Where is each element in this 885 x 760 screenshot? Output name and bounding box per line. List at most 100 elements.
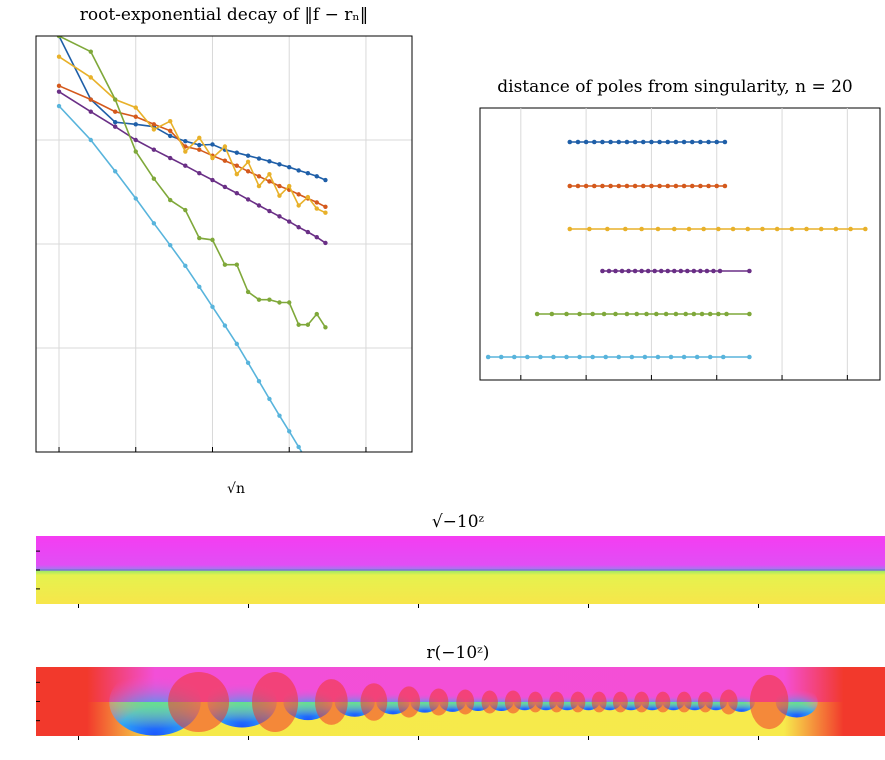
poles-point-newman: [619, 268, 625, 274]
poles-grid: [520, 108, 848, 380]
poles-point-newman: [645, 268, 651, 274]
decay-point-newman: [277, 214, 282, 219]
poles-point-aaa: [663, 311, 669, 317]
decay-point-trapezoidal: [197, 135, 202, 141]
decay-point-newman: [323, 240, 328, 246]
poles-point-stenger: [640, 139, 646, 145]
poles-point-trapezoidal: [686, 226, 692, 232]
decay-line-minimax: [58, 105, 303, 452]
poles-point-trapezoidal: [671, 226, 677, 232]
decay-point-stenger: [197, 142, 202, 148]
decay-point-newman: [56, 89, 62, 94]
poles-point-aaa: [534, 311, 540, 317]
rational-zero-band: [252, 672, 299, 732]
decay-point-trapezoidal: [296, 203, 301, 208]
decay-point-aaa: [88, 49, 93, 54]
poles-point-aaa: [577, 311, 582, 317]
poles-chart: distance of poles from singularity, n = …: [479, 77, 881, 381]
poles-point-newman: [678, 268, 684, 274]
poles-point-minimax: [668, 354, 674, 360]
decay-point-aaa: [256, 297, 262, 302]
poles-point-stenger: [583, 139, 589, 145]
poles-point-aaa: [613, 311, 618, 317]
decay-point-trapezoidal: [151, 127, 157, 132]
decay-point-aaa: [112, 97, 118, 102]
decay-point-trapezoidal: [267, 171, 272, 177]
poles-point-stenger: [608, 139, 613, 145]
decay-point-aaa: [168, 197, 173, 203]
decay-point-newman: [287, 219, 292, 224]
poles-chart-title: distance of poles from singularity, n = …: [497, 77, 853, 97]
decay-point-trapezoidal: [245, 159, 251, 165]
decay-point-least-sq: [314, 200, 319, 205]
decay-point-stenger: [245, 153, 251, 158]
decay-point-trapezoidal: [183, 149, 188, 154]
poles-point-newman: [698, 268, 703, 274]
decay-point-trapezoidal: [323, 210, 328, 215]
poles-point-aaa: [716, 311, 721, 317]
decay-point-newman: [314, 235, 319, 240]
rational-zero-band: [697, 691, 713, 713]
poles-point-trapezoidal: [639, 226, 644, 232]
poles-point-newman: [639, 268, 644, 274]
poles-point-least-sq: [616, 183, 622, 189]
poles-point-trapezoidal: [774, 226, 780, 232]
decay-point-newman: [133, 137, 138, 143]
poles-point-newman: [652, 268, 657, 274]
poles-point-aaa: [634, 311, 640, 317]
decay-point-minimax: [151, 221, 157, 226]
rational-heatmap: r(−10ᶻ): [36, 643, 885, 740]
poles-point-minimax: [655, 354, 661, 360]
decay-point-newman: [296, 225, 301, 230]
poles-point-stenger: [689, 139, 695, 145]
poles-point-stenger: [591, 139, 597, 145]
decay-point-aaa: [222, 262, 228, 267]
poles-point-least-sq: [567, 183, 573, 189]
poles-point-least-sq: [640, 183, 646, 189]
decay-point-stenger: [277, 162, 282, 167]
decay-point-newman: [88, 109, 93, 114]
decay-x-axis-label: √n: [227, 481, 245, 497]
decay-point-minimax: [296, 444, 301, 450]
decay-series-group: [56, 36, 328, 452]
poles-point-aaa: [707, 311, 713, 317]
decay-point-minimax: [222, 323, 228, 328]
decay-point-newman: [234, 190, 240, 196]
poles-point-aaa: [699, 311, 705, 317]
poles-point-least-sq: [706, 183, 711, 189]
poles-point-aaa: [673, 311, 679, 317]
poles-point-aaa: [564, 311, 569, 317]
poles-point-trapezoidal: [730, 226, 736, 232]
rational-zero-band: [570, 691, 586, 713]
decay-point-newman: [183, 163, 188, 168]
decay-point-least-sq: [256, 174, 262, 179]
decay-point-minimax: [88, 137, 93, 143]
rational-zero-band: [481, 690, 498, 714]
poles-point-stenger: [575, 139, 581, 145]
rational-tick-labels: [36, 681, 759, 740]
poles-point-newman: [691, 268, 697, 274]
rational-zero-band: [168, 672, 230, 732]
poles-point-minimax: [498, 354, 504, 360]
decay-point-stenger: [323, 177, 328, 183]
poles-point-trapezoidal: [789, 226, 795, 232]
poles-point-minimax: [747, 354, 752, 360]
decay-point-newman: [256, 203, 262, 208]
poles-point-stenger: [698, 139, 703, 145]
rational-zero-band: [549, 691, 565, 713]
poles-point-trapezoidal: [567, 226, 573, 232]
decay-point-least-sq: [277, 183, 282, 189]
decay-point-minimax: [245, 360, 251, 365]
decay-point-newman: [267, 208, 272, 214]
decay-point-newman: [197, 170, 202, 176]
decay-point-least-sq: [56, 83, 62, 89]
decay-point-least-sq: [112, 109, 118, 114]
decay-point-aaa: [314, 311, 319, 317]
poles-point-trapezoidal: [745, 226, 751, 232]
poles-point-minimax: [603, 354, 609, 360]
decay-point-aaa: [56, 36, 62, 39]
decay-point-least-sq: [151, 122, 157, 127]
decay-point-aaa: [151, 176, 157, 181]
rational-zero-band: [719, 689, 738, 715]
poles-point-aaa: [624, 311, 630, 317]
